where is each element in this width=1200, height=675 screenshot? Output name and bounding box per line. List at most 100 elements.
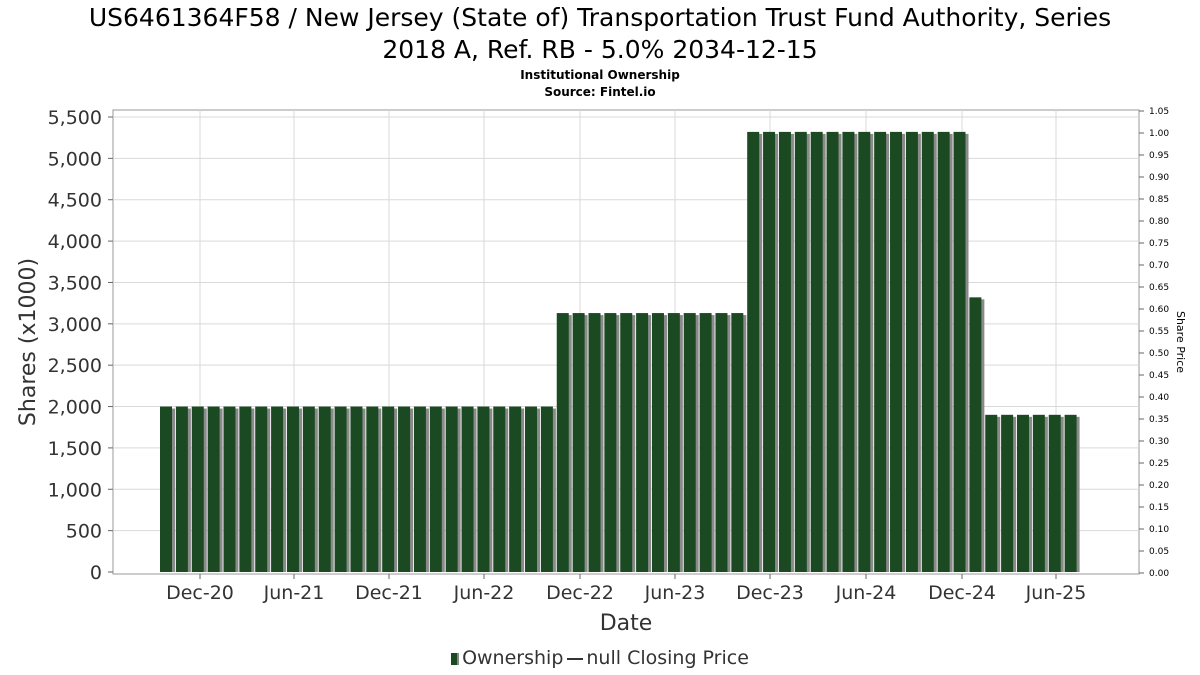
y2-tick-label: 0.40 xyxy=(1149,393,1169,403)
y-tick-label: 4,000 xyxy=(48,231,102,253)
ownership-bar xyxy=(334,406,347,572)
ownership-bar xyxy=(588,313,601,572)
y2-tick-label: 0.70 xyxy=(1149,261,1169,271)
ownership-legend-swatch xyxy=(451,652,460,665)
ownership-bar xyxy=(207,406,220,572)
ownership-bar xyxy=(778,131,791,572)
x-tick-label: Dec-22 xyxy=(546,582,614,604)
y2-tick-label: 0.65 xyxy=(1149,283,1169,293)
ownership-bar xyxy=(175,406,188,572)
ownership-bar xyxy=(683,313,696,572)
ownership-bar xyxy=(445,406,458,572)
ownership-bar xyxy=(382,406,395,572)
y2-tick-label: 0.85 xyxy=(1149,195,1169,205)
y2-tick-label: 0.25 xyxy=(1149,459,1169,469)
chart-source: Source: Fintel.io xyxy=(544,85,656,99)
y2-tick-label: 1.05 xyxy=(1149,107,1169,117)
y-tick-label: 3,000 xyxy=(48,314,102,336)
y2-tick-label: 0.50 xyxy=(1149,349,1169,359)
ownership-bar xyxy=(747,131,760,572)
x-tick-label: Jun-21 xyxy=(263,582,325,604)
x-tick-label: Dec-24 xyxy=(928,582,996,604)
y-tick-label: 500 xyxy=(66,521,102,543)
y-tick-label: 1,000 xyxy=(48,479,102,501)
y2-tick-label: 0.95 xyxy=(1149,151,1169,161)
ownership-bar xyxy=(540,406,553,572)
x-tick-label: Dec-23 xyxy=(736,582,804,604)
ownership-bar xyxy=(286,406,299,572)
y2-tick-label: 0.55 xyxy=(1149,327,1169,337)
y-tick-label: 4,500 xyxy=(48,190,102,212)
ownership-bar xyxy=(651,313,664,572)
y2-tick-label: 0.05 xyxy=(1149,547,1169,557)
ownership-bar xyxy=(826,131,839,572)
x-tick-label: Jun-22 xyxy=(453,582,515,604)
y-tick-label: 5,500 xyxy=(48,107,102,129)
x-tick-label: Jun-23 xyxy=(644,582,706,604)
ownership-bar xyxy=(810,131,823,572)
ownership-bar xyxy=(953,131,966,572)
x-tick-label: Jun-24 xyxy=(835,582,897,604)
y2-tick-label: 0.10 xyxy=(1149,525,1169,535)
y2-tick-label: 0.45 xyxy=(1149,371,1169,381)
y2-tick-label: 0.60 xyxy=(1149,305,1169,315)
y-tick-label: 2,500 xyxy=(48,355,102,377)
ownership-bar xyxy=(1032,414,1045,572)
ownership-bar xyxy=(1048,414,1061,572)
price-legend-label: null Closing Price xyxy=(586,647,749,669)
y2-axis-label: Share Price xyxy=(1174,311,1187,373)
x-tick-label: Dec-20 xyxy=(166,582,234,604)
ownership-bar xyxy=(715,313,728,572)
ownership-bar xyxy=(937,131,950,572)
ownership-bar xyxy=(461,406,474,572)
ownership-bar xyxy=(842,131,855,572)
ownership-bar xyxy=(477,406,490,572)
ownership-bar xyxy=(302,406,315,572)
ownership-bar xyxy=(191,406,204,572)
ownership-bar xyxy=(493,406,506,572)
y2-tick-label: 0.75 xyxy=(1149,239,1169,249)
ownership-bar xyxy=(874,131,887,572)
bars-group xyxy=(160,131,1080,572)
y2-tick-label: 0.20 xyxy=(1149,481,1169,491)
y-axis-label: Shares (x1000) xyxy=(16,258,41,426)
chart-title-line-2: 2018 A, Ref. RB - 5.0% 2034-12-15 xyxy=(382,35,818,64)
ownership-bar xyxy=(1001,414,1014,572)
chart-title: US6461364F58 / New Jersey (State of) Tra… xyxy=(0,2,1200,66)
ownership-bar xyxy=(318,406,331,572)
y-tick-label: 3,500 xyxy=(48,272,102,294)
ownership-bar xyxy=(763,131,776,572)
legend: Ownership null Closing Price xyxy=(0,647,1200,669)
ownership-bar xyxy=(160,406,172,572)
ownership-bar xyxy=(525,406,538,572)
y2-tick-label: 0.15 xyxy=(1149,503,1169,513)
y2-tick-label: 1.00 xyxy=(1149,129,1169,139)
y2-tick-label: 0.90 xyxy=(1149,173,1169,183)
ownership-bar xyxy=(350,406,363,572)
ownership-bar xyxy=(890,131,903,572)
ownership-bar xyxy=(429,406,442,572)
ownership-bar xyxy=(636,313,649,572)
x-axis-ticks: Dec-20 Jun-21 Dec-21 Jun-22 Dec-22 Jun-23 Dec-… xyxy=(166,574,1086,604)
x-tick-label: Dec-21 xyxy=(355,582,423,604)
ownership-bar xyxy=(699,313,712,572)
ownership-bar xyxy=(905,131,918,572)
y2-tick-label: 0.30 xyxy=(1149,437,1169,447)
ownership-bar xyxy=(572,313,585,572)
y2-tick-label: 0.35 xyxy=(1149,415,1169,425)
y-tick-label: 5,000 xyxy=(48,148,102,170)
ownership-bar xyxy=(1016,414,1029,572)
ownership-bar xyxy=(794,131,807,572)
y2-axis-ticks: 0.00 0.05 0.10 0.15 0.20 0.25 0.30 0.35 0.40 0.45… xyxy=(1139,107,1169,579)
x-tick-label: Jun-25 xyxy=(1025,582,1087,604)
x-axis-label: Date xyxy=(600,611,653,636)
ownership-bar xyxy=(858,131,871,572)
ownership-bar xyxy=(509,406,522,572)
ownership-bar xyxy=(366,406,379,572)
y2-tick-label: 0.00 xyxy=(1149,569,1169,579)
ownership-bar xyxy=(271,406,284,572)
ownership-bar xyxy=(239,406,252,572)
chart-title-line-1: US6461364F58 / New Jersey (State of) Tra… xyxy=(88,3,1112,32)
ownership-bar xyxy=(604,313,617,572)
